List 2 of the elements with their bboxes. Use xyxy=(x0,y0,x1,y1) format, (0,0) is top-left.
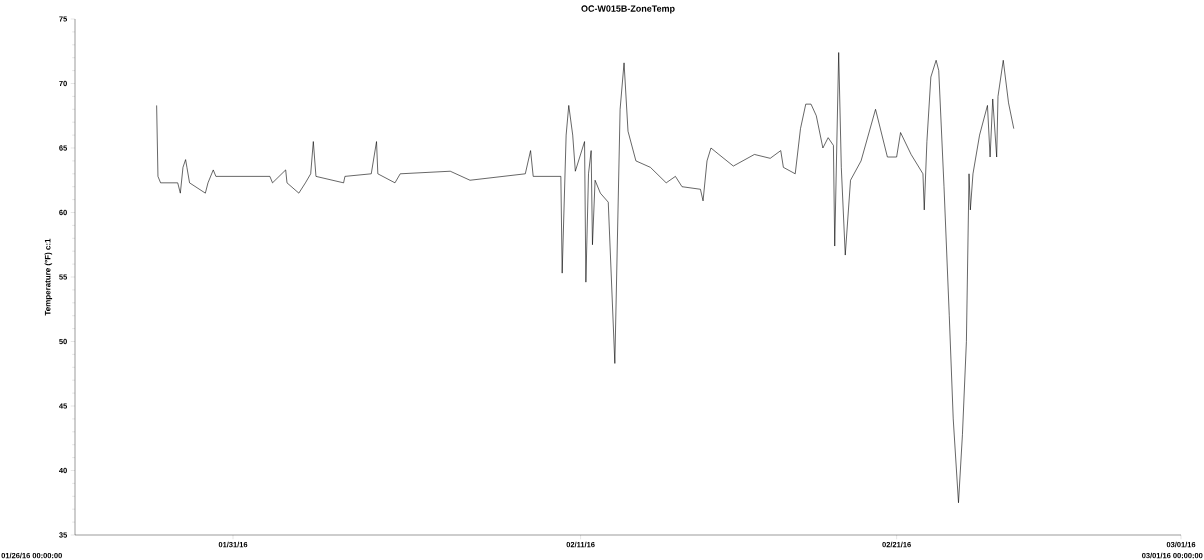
chart-title: OC-W015B-ZoneTemp xyxy=(581,5,675,14)
line-series xyxy=(156,52,1015,504)
